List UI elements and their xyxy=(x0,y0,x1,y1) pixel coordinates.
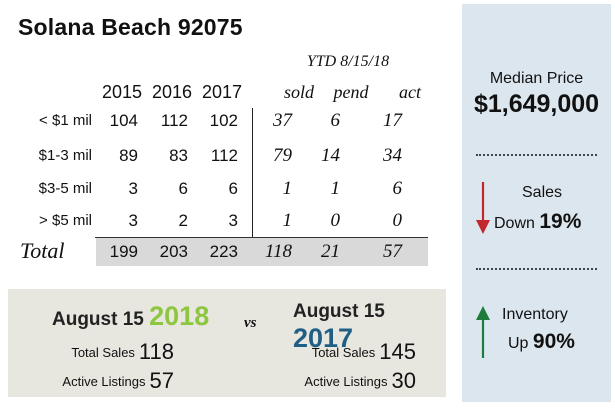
table-cell: 89 xyxy=(119,146,138,165)
inventory-percent: 90% xyxy=(532,330,575,353)
table-cell: 102 xyxy=(209,111,238,130)
table-cell: 79 xyxy=(273,145,292,166)
total-cell: 223 xyxy=(209,242,238,261)
table-cell: 6 xyxy=(392,178,403,199)
ytd-label: YTD 8/15/18 xyxy=(306,53,390,70)
table-cell: 6 xyxy=(228,179,238,198)
sales-percent: 19% xyxy=(539,210,582,233)
row-label: $1-3 mil xyxy=(38,147,92,164)
total-cell: 203 xyxy=(159,242,188,261)
table-cell: 34 xyxy=(383,145,402,166)
table-cell: 6 xyxy=(178,179,188,198)
table-cell: 1 xyxy=(282,210,293,231)
table-cell: 0 xyxy=(392,210,403,231)
table-cell: 17 xyxy=(383,110,402,131)
divider-dots xyxy=(476,154,597,156)
header-pend: pend xyxy=(333,82,369,102)
table-cell: 3 xyxy=(128,179,138,198)
total-cell: 21 xyxy=(321,241,340,262)
right-listings-label: Active Listings xyxy=(304,374,388,389)
left-sales-label: Total Sales xyxy=(71,345,135,360)
left-active-listings: Active Listings 57 xyxy=(62,368,174,394)
row-label: $3-5 mil xyxy=(38,180,92,197)
vs-label: vs xyxy=(244,315,257,331)
header-2017: 2017 xyxy=(201,82,243,102)
total-divider xyxy=(95,237,428,238)
inventory-change: Up 90% xyxy=(508,330,575,354)
right-sales-value: 145 xyxy=(379,339,416,364)
table-cell: 6 xyxy=(330,110,341,131)
total-cell: 199 xyxy=(109,242,138,261)
median-price-value: $1,649,000 xyxy=(473,90,600,118)
header-2016: 2016 xyxy=(151,82,193,102)
right-heading: August 15 2017 xyxy=(293,301,446,354)
inventory-direction: Up xyxy=(508,335,529,352)
header-sold: sold xyxy=(283,82,314,102)
down-arrow-icon xyxy=(476,182,490,234)
ytd-divider xyxy=(252,108,253,266)
right-date: August 15 xyxy=(293,301,385,322)
left-listings-value: 57 xyxy=(149,368,174,393)
row-label: < $1 mil xyxy=(39,112,92,129)
right-year: 2017 xyxy=(293,323,354,353)
total-cell: 118 xyxy=(264,241,292,262)
table-cell: 112 xyxy=(210,146,238,165)
left-sales-value: 118 xyxy=(138,339,174,364)
header-2015: 2015 xyxy=(101,82,143,102)
table-cell: 0 xyxy=(330,210,341,231)
left-total-sales: Total Sales 118 xyxy=(71,339,174,365)
table-cell: 112 xyxy=(160,111,188,130)
table-cell: 3 xyxy=(228,211,238,230)
table-cell: 1 xyxy=(282,178,293,199)
page-title: Solana Beach 92075 xyxy=(18,14,243,40)
up-arrow-icon xyxy=(476,306,490,358)
table-cell: 3 xyxy=(128,211,138,230)
left-date: August 15 xyxy=(52,309,144,330)
sales-change: Down 19% xyxy=(494,210,581,234)
table-cell: 14 xyxy=(321,145,340,166)
total-cell: 57 xyxy=(383,241,402,262)
left-listings-label: Active Listings xyxy=(62,374,146,389)
header-act: act xyxy=(399,82,421,102)
inventory-label: Inventory xyxy=(502,306,568,323)
table-cell: 104 xyxy=(109,111,138,130)
divider-dots xyxy=(476,268,597,270)
right-sales-label: Total Sales xyxy=(311,345,376,360)
table-cell: 1 xyxy=(330,178,341,199)
comparison-box: August 15 2018 Total Sales 118 Active Lis… xyxy=(8,289,446,397)
table-cell: 37 xyxy=(273,110,292,131)
left-year: 2018 xyxy=(149,301,210,331)
right-active-listings: Active Listings 30 xyxy=(304,368,416,394)
total-row-band xyxy=(96,238,428,266)
sales-direction: Down xyxy=(494,215,535,232)
right-total-sales: Total Sales 145 xyxy=(312,339,416,365)
table-cell: 83 xyxy=(169,146,188,165)
median-price-label: Median Price xyxy=(489,70,584,87)
row-label: > $5 mil xyxy=(39,212,92,229)
table-cell: 2 xyxy=(178,211,188,230)
right-listings-value: 30 xyxy=(391,368,416,393)
total-label: Total xyxy=(20,238,65,263)
left-heading: August 15 2018 xyxy=(52,301,209,332)
summary-panel: Median Price $1,649,000 Sales Down 19% I… xyxy=(462,4,611,402)
sales-label: Sales xyxy=(522,184,563,201)
